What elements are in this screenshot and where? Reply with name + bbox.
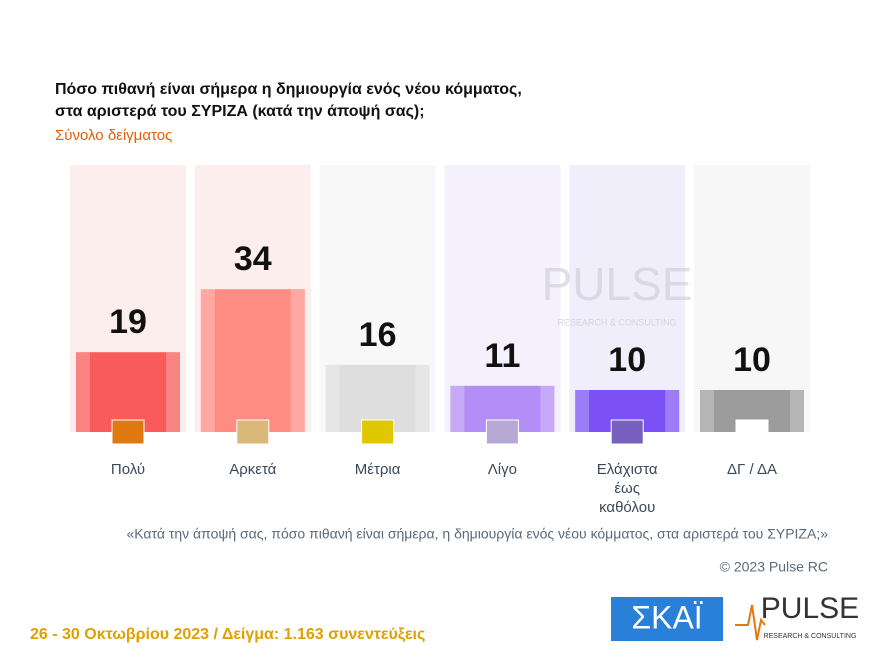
icon <box>485 419 519 445</box>
bar-shade <box>290 289 305 432</box>
bar-shade <box>450 385 465 432</box>
footer: 26 - 30 Οκτωβρίου 2023 / Δείγμα: 1.163 σ… <box>30 626 425 643</box>
bar-shade <box>200 289 215 432</box>
x-tick-label: Μέτρια <box>354 461 401 478</box>
value-label: 10 <box>733 341 771 379</box>
value-label: 11 <box>484 337 520 375</box>
column-bg <box>569 165 686 432</box>
bar-shade <box>540 385 555 432</box>
value-label: 19 <box>109 303 147 341</box>
bar-shade <box>166 352 180 432</box>
footnote: «Κατά την άποψή σας, πόσο πιθανή είναι σ… <box>126 526 828 542</box>
column-bg <box>694 165 810 432</box>
bar-shade <box>415 364 430 432</box>
bar-shade <box>325 364 340 432</box>
icon <box>735 419 769 445</box>
copyright: © 2023 Pulse RC <box>720 559 828 575</box>
x-tick-label: Αρκετά <box>229 461 277 478</box>
bar-shade <box>575 390 590 432</box>
bar <box>76 352 180 432</box>
value-label: 10 <box>608 341 646 379</box>
icon <box>361 419 395 445</box>
value-label: 34 <box>234 240 272 278</box>
chart-title: Πόσο πιθανή είναι σήμερα η δημιουργία εν… <box>55 81 522 98</box>
icon <box>610 419 644 445</box>
x-tick-label: Ελάχιστα έως καθόλου <box>596 461 658 516</box>
pulse-logo: PULSE <box>761 592 859 625</box>
value-label: 16 <box>359 316 397 354</box>
icon <box>111 419 145 445</box>
skai-logo: ΣΚΑΪ <box>631 599 702 635</box>
icon <box>236 419 270 445</box>
watermark: PULSE <box>542 258 693 310</box>
bar-shade <box>790 390 804 432</box>
chart-subtitle: Σύνολο δείγματος <box>55 127 172 144</box>
x-tick-label: ΔΓ / ΔΑ <box>727 461 777 478</box>
pulse-logo-sub: RESEARCH & CONSULTING <box>764 633 857 640</box>
bar-shade <box>665 390 680 432</box>
pulse-icon <box>735 604 766 641</box>
bar-shade <box>700 390 714 432</box>
watermark-sub: RESEARCH & CONSULTING <box>557 317 676 327</box>
chart-title: στα αριστερά του ΣΥΡΙΖΑ (κατά την άποψή … <box>55 103 425 120</box>
bar <box>200 289 305 432</box>
skai-logo-bg <box>611 597 723 641</box>
x-tick-label: Λίγο <box>487 461 517 478</box>
bar-shade <box>76 352 90 432</box>
x-tick-label: Πολύ <box>110 461 146 478</box>
